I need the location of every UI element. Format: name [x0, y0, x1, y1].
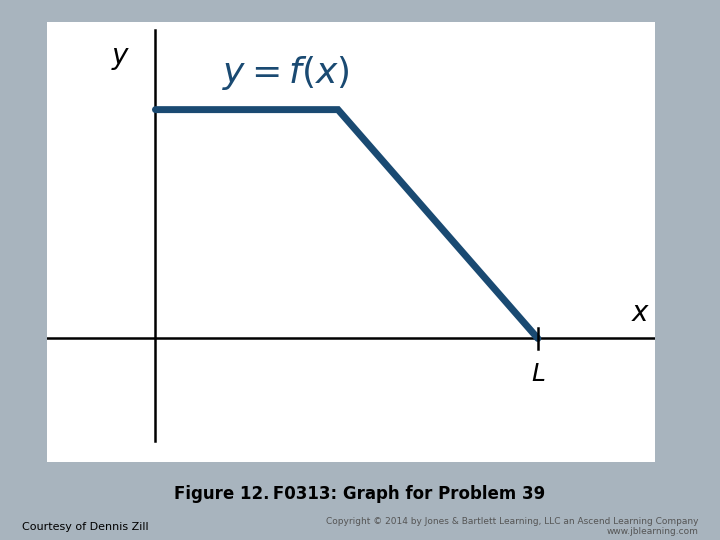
Text: $x$: $x$ [631, 300, 651, 327]
Text: Courtesy of Dennis Zill: Courtesy of Dennis Zill [22, 522, 148, 531]
Text: $L$: $L$ [531, 363, 545, 387]
Text: Figure 12. F0313: Graph for Problem 39: Figure 12. F0313: Graph for Problem 39 [174, 485, 546, 503]
Text: Copyright © 2014 by Jones & Bartlett Learning, LLC an Ascend Learning Company
ww: Copyright © 2014 by Jones & Bartlett Lea… [326, 517, 698, 536]
Text: $y$: $y$ [111, 45, 130, 72]
Text: $y = f(x)$: $y = f(x)$ [222, 54, 350, 92]
